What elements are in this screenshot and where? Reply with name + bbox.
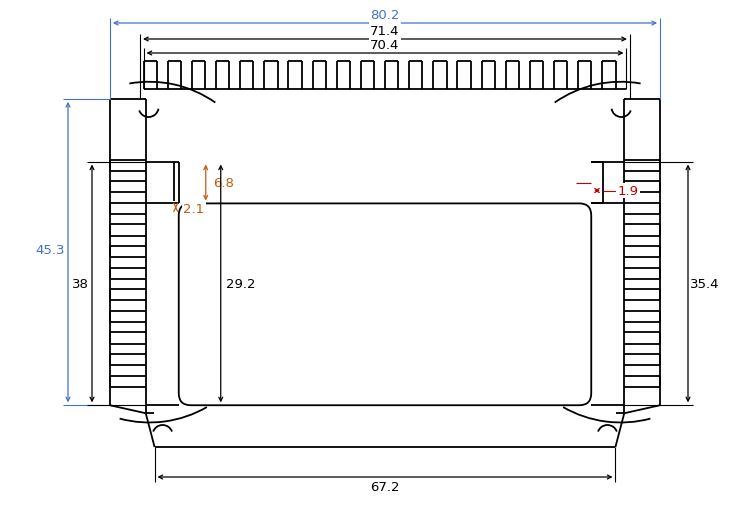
Text: 45.3: 45.3 [35, 243, 64, 256]
Text: 1.9: 1.9 [617, 185, 638, 197]
Text: 80.2: 80.2 [370, 9, 400, 21]
Text: 38: 38 [71, 277, 88, 290]
Text: 2.1: 2.1 [183, 203, 204, 215]
Text: 67.2: 67.2 [370, 480, 400, 494]
Text: 71.4: 71.4 [370, 24, 400, 38]
Text: 6.8: 6.8 [213, 177, 234, 190]
Text: 35.4: 35.4 [690, 277, 720, 290]
Text: 29.2: 29.2 [226, 277, 256, 290]
Text: 70.4: 70.4 [370, 38, 400, 51]
